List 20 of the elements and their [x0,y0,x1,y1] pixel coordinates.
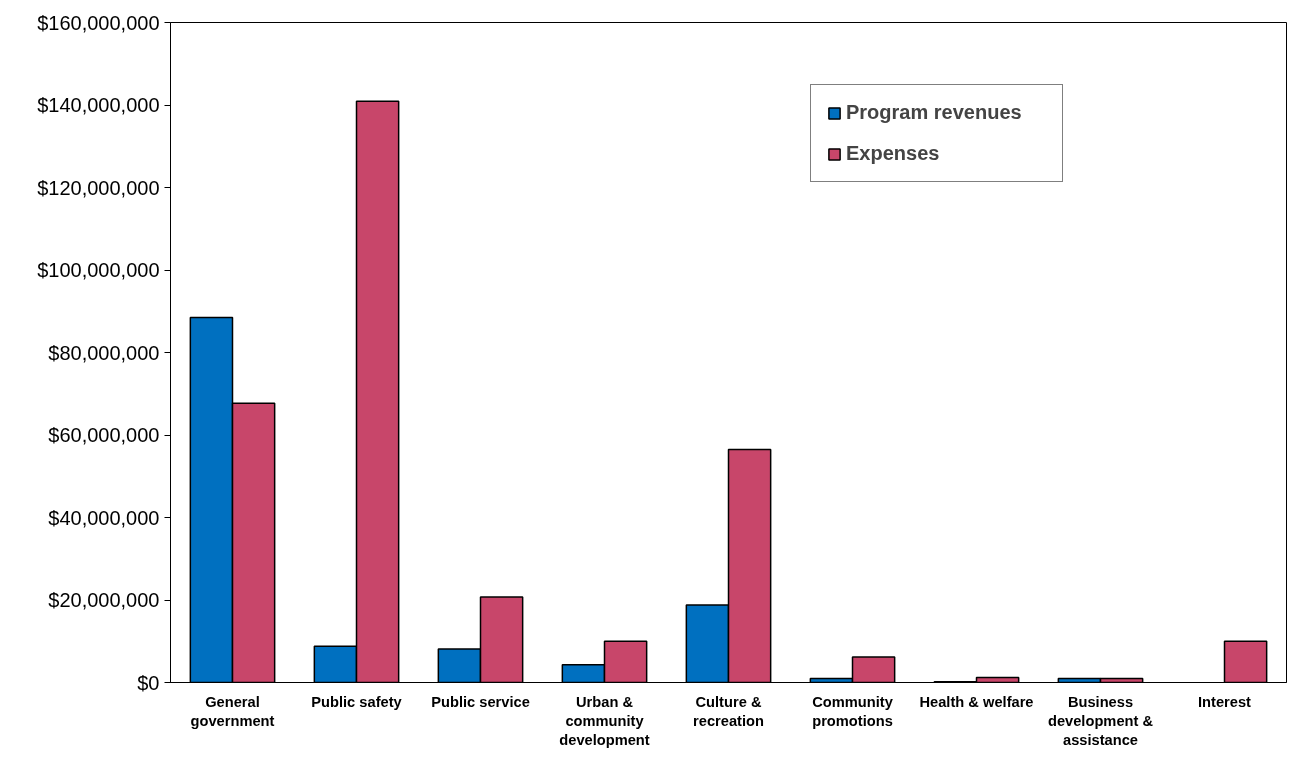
x-tick-label: Public safety [311,693,403,710]
x-tick-label: General government [190,693,275,729]
legend-label: Expenses [846,142,941,165]
y-tick-label: $40,000,000 [48,506,160,529]
y-tick-label: $0 [137,671,160,694]
x-tick-label: Interest [1198,693,1252,710]
x-tick-label: Public service [431,693,530,710]
y-tick-label: $80,000,000 [48,341,160,364]
x-tick-label: Community promotions [812,693,894,729]
x-tick-label: Business development & assistance [1047,693,1154,748]
y-tick-label: $100,000,000 [37,259,160,281]
x-tick-label: Culture & recreation [693,693,764,729]
y-tick-label: $60,000,000 [48,424,160,446]
y-tick-label: $160,000,000 [37,11,160,34]
x-tick-label: Urban & community development [559,693,650,748]
y-tick-label: $140,000,000 [37,94,160,116]
x-tick-label: Health & welfare [919,693,1034,710]
legend-label: Program revenues [846,101,1023,124]
y-tick-label: $20,000,000 [48,589,160,611]
y-tick-label: $120,000,000 [37,176,160,199]
